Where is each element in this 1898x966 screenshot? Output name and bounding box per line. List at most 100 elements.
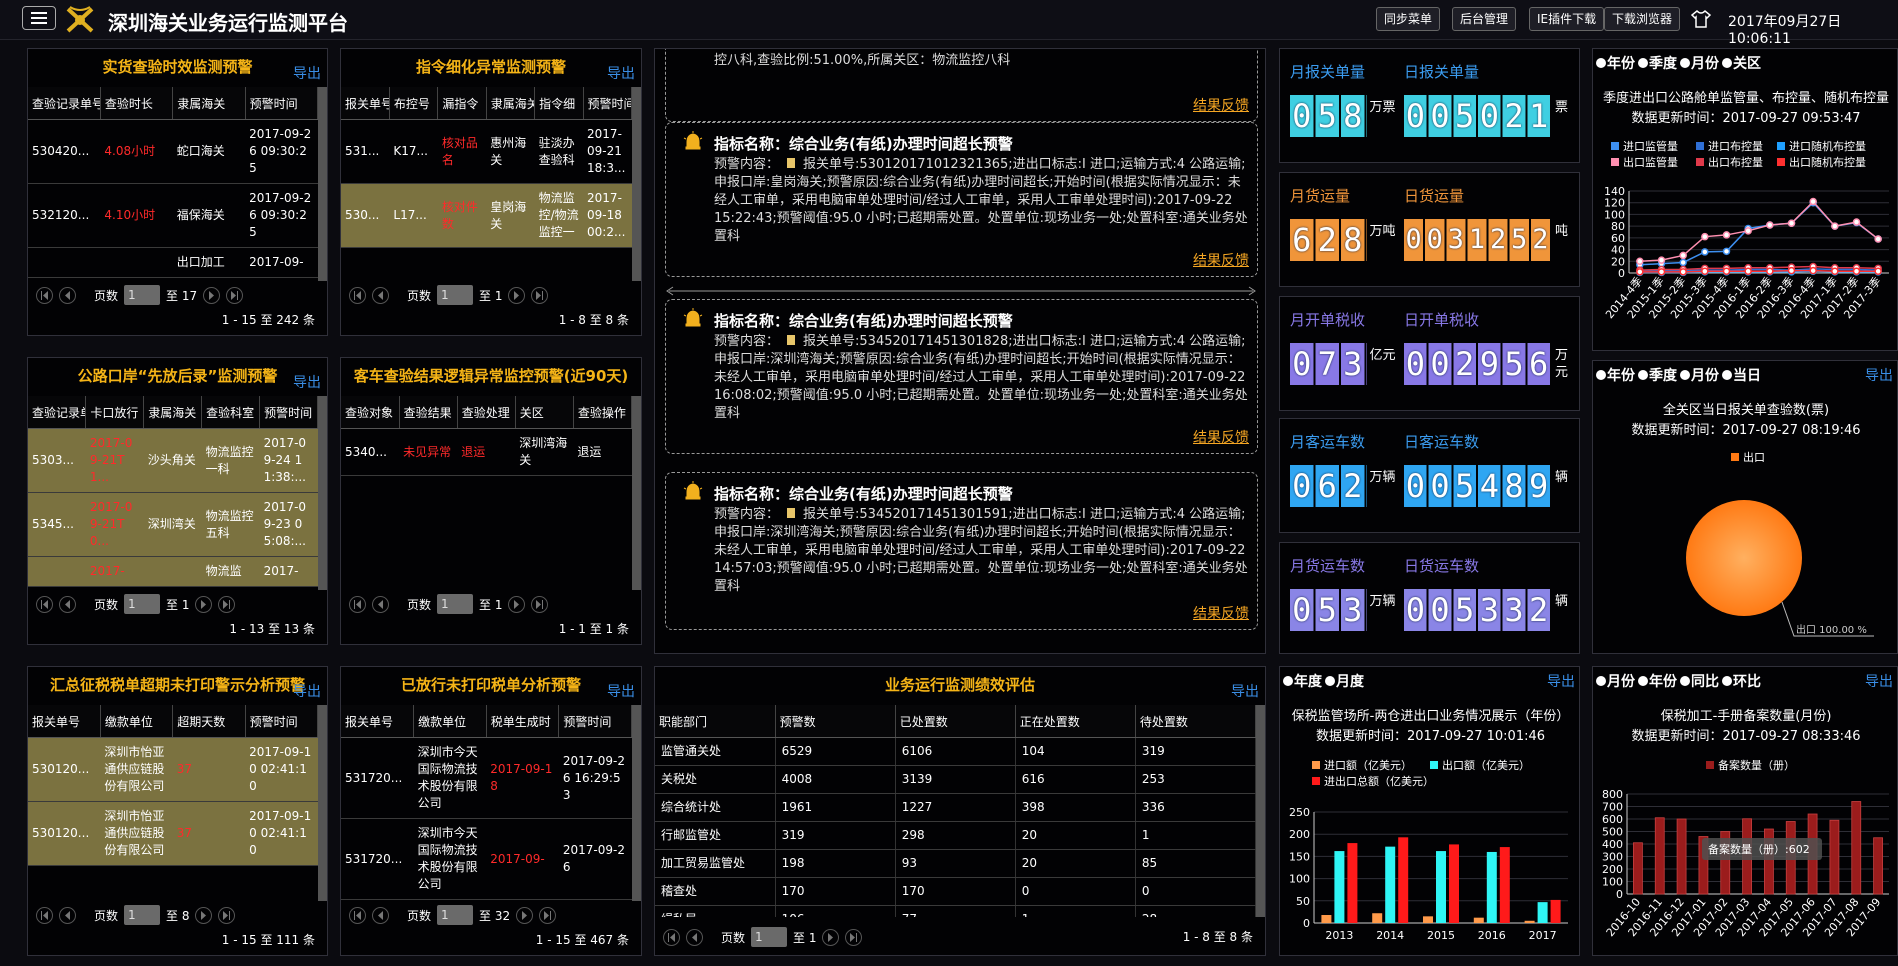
- pager-icon-shape: [828, 932, 834, 942]
- pager-next[interactable]: [195, 906, 213, 924]
- export-link[interactable]: 导出: [293, 375, 321, 391]
- pager-last[interactable]: [218, 595, 236, 613]
- table-row[interactable]: 行邮监管处 319 298 20 1: [655, 821, 1256, 850]
- table-row[interactable]: 531... K17... 核对品名 惠州海关 驻淡办查验科 2017-09-21 18:…: [341, 119, 632, 184]
- export-link[interactable]: 导出: [293, 684, 321, 700]
- export-link[interactable]: 导出: [1231, 684, 1259, 700]
- header-button[interactable]: 下载浏览器: [1604, 7, 1681, 31]
- pager-last[interactable]: [218, 906, 236, 924]
- tab-option[interactable]: 季度: [1648, 367, 1678, 384]
- skin-icon[interactable]: [1690, 9, 1712, 29]
- tab-option[interactable]: 年份: [1607, 55, 1636, 72]
- pager-prev[interactable]: [59, 595, 76, 613]
- page-input[interactable]: 1: [124, 905, 161, 925]
- pager-first[interactable]: [36, 286, 53, 304]
- table-row[interactable]: 532120... 4.10小时 福保海关 2017-09-26 09:30:25: [28, 183, 318, 248]
- pager-last[interactable]: [845, 928, 863, 946]
- page-input[interactable]: 1: [437, 594, 474, 614]
- export-link[interactable]: 导出: [1865, 674, 1893, 690]
- export-link[interactable]: 导出: [293, 66, 321, 82]
- table-row[interactable]: 530120... 深圳市怡亚通供应链股份有限公司 37 2017-09-10 02:…: [28, 801, 318, 866]
- table-row[interactable]: 缉私局10677128: [655, 905, 1256, 917]
- pager-next[interactable]: [516, 906, 534, 924]
- pager-last[interactable]: [539, 906, 557, 924]
- export-link[interactable]: 导出: [607, 684, 635, 700]
- table-row[interactable]: 稽查处 170 170 0 0: [655, 877, 1256, 906]
- table-row[interactable]: 监管通关处 6529 6106 104 319: [655, 737, 1256, 766]
- pager-last[interactable]: [531, 286, 549, 304]
- label-leader: [1781, 601, 1874, 637]
- header-row: 报关单号 缴款单位 超期天数 预警时间: [28, 705, 318, 738]
- table-row[interactable]: 5303... 2017-09-21T1... 沙头角关 物流监控一科 2017-09-…: [28, 428, 318, 493]
- column-header: 报关单号: [341, 705, 415, 738]
- table-wrap: 报关单号 布控号 漏指令 隶属海关 指令细 预警时间 531... K17... 核对品名 惠州海…: [341, 87, 632, 281]
- table-cell: 616: [1015, 765, 1136, 794]
- table-row[interactable]: 531720... 深圳市今天国际物流技术股份有限公司 2017-09-18 2017…: [341, 737, 632, 819]
- table-row[interactable]: 5340... 未见异常 退运 深圳湾海关 退运: [341, 428, 632, 476]
- feedback-link[interactable]: 结果反馈: [1193, 606, 1249, 622]
- table-row[interactable]: 531720... 深圳市今天国际物流技术股份有限公司 2017-09- 2017-0…: [341, 818, 632, 900]
- pager-prev[interactable]: [372, 906, 389, 924]
- table-row[interactable]: 2017- 物流监 2017-: [28, 556, 318, 587]
- header-button[interactable]: 同步菜单: [1376, 7, 1441, 31]
- pager-icon: [41, 290, 48, 300]
- pager-prev[interactable]: [59, 286, 76, 304]
- bar: [1873, 837, 1883, 895]
- table-cell: 4008: [775, 765, 896, 794]
- pager-prev[interactable]: [59, 906, 76, 924]
- y-tick-label: 400: [1602, 838, 1623, 851]
- pager-next[interactable]: [195, 595, 213, 613]
- pager-prev[interactable]: [686, 928, 703, 946]
- page-input[interactable]: 1: [124, 285, 161, 305]
- table-row[interactable]: 加工贸易监管处 198 93 20 85: [655, 849, 1256, 878]
- tab-option[interactable]: 月份: [1690, 367, 1720, 384]
- feedback-link[interactable]: 结果反馈: [1193, 253, 1249, 269]
- pager-first[interactable]: [349, 595, 366, 613]
- export-link[interactable]: 导出: [607, 66, 635, 82]
- pager-next[interactable]: [822, 928, 840, 946]
- tab-option[interactable]: 年份: [1607, 367, 1636, 384]
- pager-next[interactable]: [203, 286, 221, 304]
- export-link[interactable]: 导出: [1865, 368, 1893, 384]
- table-panel: 汇总征税税单超期未打印警示分析预警 导出 报关单号 缴款单位 超期天数 预警时间 53012…: [27, 666, 328, 956]
- pager-prev[interactable]: [372, 595, 389, 613]
- page-input[interactable]: 1: [437, 905, 474, 925]
- tab-option[interactable]: 月度: [1335, 673, 1365, 690]
- table-row[interactable]: 5345... 2017-09-21T0... 深圳湾关 物流监控五科 2017-09-…: [28, 492, 318, 557]
- tab-option[interactable]: 年度: [1294, 673, 1323, 690]
- pager-last[interactable]: [531, 595, 549, 613]
- tab-option[interactable]: 同比: [1691, 673, 1719, 690]
- tab-option[interactable]: 当日: [1733, 367, 1761, 384]
- pager-prev[interactable]: [372, 286, 389, 304]
- tab-option[interactable]: 月份: [1606, 673, 1636, 690]
- feedback-link[interactable]: 结果反馈: [1193, 98, 1249, 114]
- tab-option[interactable]: 关区: [1733, 55, 1761, 72]
- table-row[interactable]: 综合统计处 1961 1227 398 336: [655, 793, 1256, 822]
- tab-option[interactable]: 环比: [1733, 673, 1761, 690]
- feedback-link[interactable]: 结果反馈: [1193, 430, 1249, 446]
- table-row[interactable]: 关税处 4008 3139 616 253: [655, 765, 1256, 794]
- tab-option[interactable]: 季度: [1648, 55, 1678, 72]
- table-row[interactable]: 出口加工 2017-09-: [28, 247, 318, 278]
- page-input[interactable]: 1: [124, 594, 161, 614]
- header-button[interactable]: 后台管理: [1452, 7, 1517, 31]
- table-row[interactable]: 530... L17... 核对件数 皇岗海关 物流监控/物流监控一 2017-09-18…: [341, 183, 632, 248]
- pager-first[interactable]: [663, 928, 680, 946]
- pager-next[interactable]: [508, 595, 526, 613]
- menu-button[interactable]: [22, 6, 56, 30]
- pager-next[interactable]: [508, 286, 526, 304]
- doc-shape: [787, 335, 796, 345]
- page-input[interactable]: 1: [437, 285, 474, 305]
- tab-option[interactable]: 年份: [1649, 673, 1678, 690]
- pager-last[interactable]: [226, 286, 244, 304]
- pager-first[interactable]: [36, 595, 53, 613]
- page-input[interactable]: 1: [751, 927, 788, 947]
- header-button[interactable]: IE插件下载: [1529, 7, 1605, 31]
- pager-first[interactable]: [36, 906, 53, 924]
- table-row[interactable]: 530420... 4.08小时 蛇口海关 2017-09-26 09:30:25: [28, 119, 318, 184]
- export-link[interactable]: 导出: [1547, 674, 1575, 690]
- pager-first[interactable]: [349, 906, 366, 924]
- table-row[interactable]: 530120... 深圳市怡亚通供应链股份有限公司 37 2017-09-10 02:…: [28, 737, 318, 802]
- pager-first[interactable]: [349, 286, 366, 304]
- tab-option[interactable]: 月份: [1690, 55, 1720, 72]
